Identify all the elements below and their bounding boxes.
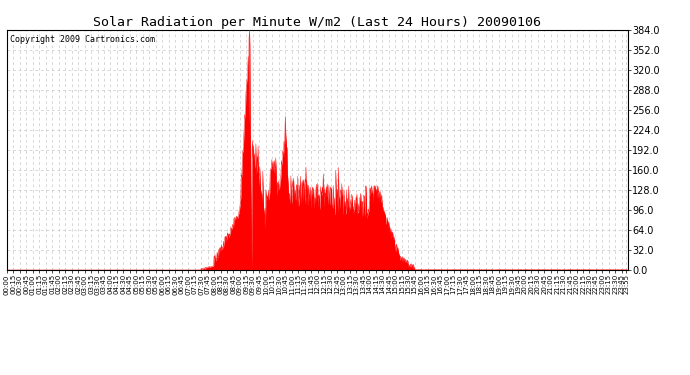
Text: Copyright 2009 Cartronics.com: Copyright 2009 Cartronics.com bbox=[10, 35, 155, 44]
Title: Solar Radiation per Minute W/m2 (Last 24 Hours) 20090106: Solar Radiation per Minute W/m2 (Last 24… bbox=[93, 16, 542, 29]
